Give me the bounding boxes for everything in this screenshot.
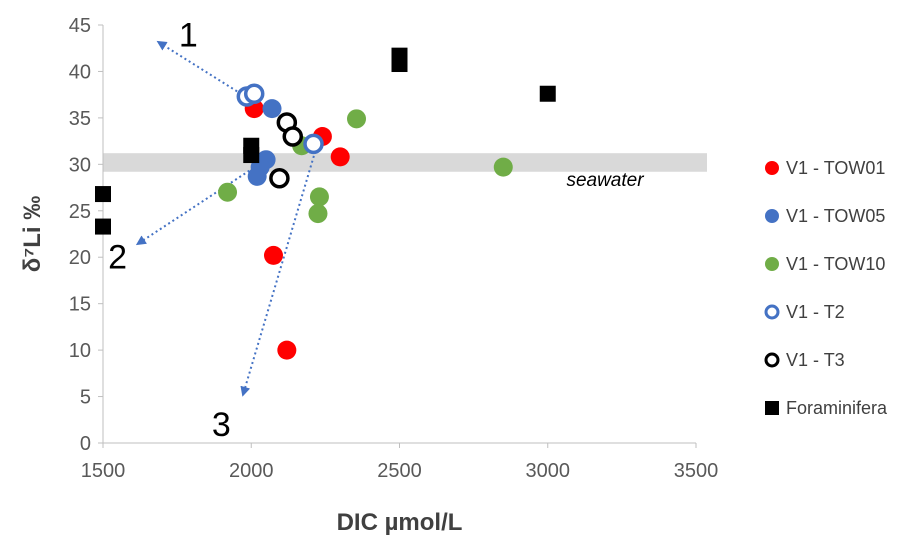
legend-label-v1-tow01: V1 - TOW01 bbox=[786, 158, 885, 178]
x-tick-label: 3000 bbox=[526, 460, 571, 482]
trend-arrow-3 bbox=[240, 126, 324, 397]
point-v1-tow10 bbox=[218, 182, 238, 202]
band-layer bbox=[103, 153, 707, 172]
y-tick-label: 15 bbox=[69, 294, 91, 316]
arrow-label-2: 2 bbox=[108, 238, 127, 276]
legend-marker-v1-t3 bbox=[764, 352, 780, 368]
legend-label-v1-tow10: V1 - TOW10 bbox=[786, 254, 885, 274]
point-foraminifera bbox=[391, 56, 408, 73]
point-foraminifera bbox=[95, 186, 111, 203]
point-v1-tow10 bbox=[309, 187, 329, 207]
legend-label-v1-t3: V1 - T3 bbox=[786, 350, 845, 370]
legend-marker-v1-t2 bbox=[764, 304, 780, 320]
point-v1-tow01 bbox=[330, 147, 350, 167]
legend-marker-v1-tow05 bbox=[765, 209, 779, 223]
point-v1-tow10 bbox=[493, 157, 513, 177]
legend-label-foraminifera: Foraminifera bbox=[786, 398, 888, 418]
y-tick-label: 0 bbox=[80, 433, 91, 455]
y-tick-label: 25 bbox=[69, 201, 91, 223]
legend: V1 - TOW01 V1 - TOW05 V1 - TOW10 V1 - T2 V1 … bbox=[764, 158, 888, 418]
y-tick-label: 20 bbox=[69, 247, 91, 269]
point-v1-t2 bbox=[243, 83, 265, 104]
point-foraminifera bbox=[243, 147, 260, 164]
label-layer: 1 2 3 seawater bbox=[108, 17, 644, 444]
y-tick-label: 35 bbox=[69, 108, 91, 130]
x-tick-label: 1500 bbox=[81, 460, 126, 482]
point-v1-tow01 bbox=[263, 245, 283, 265]
x-tick-label: 2500 bbox=[377, 460, 422, 482]
point-foraminifera bbox=[95, 218, 111, 235]
legend-label-v1-tow05: V1 - TOW05 bbox=[786, 206, 885, 226]
point-v1-t2 bbox=[303, 133, 324, 155]
point-v1-t3 bbox=[269, 168, 290, 189]
x-axis-title: DIC µmol/L bbox=[337, 509, 463, 536]
arrow-label-3: 3 bbox=[212, 406, 231, 444]
seawater-label: seawater bbox=[566, 170, 644, 191]
legend-marker-v1-tow01 bbox=[765, 161, 779, 175]
point-v1-t3 bbox=[282, 126, 304, 147]
y-tick-label: 10 bbox=[69, 340, 91, 362]
y-axis-title: δ⁷Li ‰ bbox=[19, 196, 46, 272]
axes-layer: 0 5 10 15 20 25 30 35 40 45 1500 2000 2500 3000 3500 DI… bbox=[19, 15, 718, 536]
point-v1-tow10 bbox=[308, 204, 328, 224]
y-tick-label: 30 bbox=[69, 154, 91, 176]
legend-marker-foraminifera bbox=[765, 401, 779, 415]
point-foraminifera bbox=[539, 85, 556, 102]
trend-arrow-2 bbox=[135, 158, 267, 246]
x-tick-label: 3500 bbox=[674, 460, 719, 482]
trend-arrow-1 bbox=[156, 40, 251, 101]
seawater-band bbox=[103, 153, 707, 172]
arrow-layer bbox=[135, 40, 324, 397]
point-v1-tow01 bbox=[277, 340, 297, 360]
point-v1-tow05 bbox=[262, 99, 282, 119]
x-tick-label: 2000 bbox=[229, 460, 274, 482]
point-v1-tow05 bbox=[247, 166, 267, 186]
points-layer bbox=[95, 47, 556, 360]
y-tick-label: 5 bbox=[80, 387, 91, 409]
arrow-label-1: 1 bbox=[179, 17, 198, 55]
legend-marker-v1-tow10 bbox=[765, 257, 779, 271]
point-v1-tow10 bbox=[347, 109, 367, 129]
y-tick-label: 40 bbox=[69, 61, 91, 83]
legend-label-v1-t2: V1 - T2 bbox=[786, 302, 845, 322]
y-tick-label: 45 bbox=[69, 15, 91, 37]
